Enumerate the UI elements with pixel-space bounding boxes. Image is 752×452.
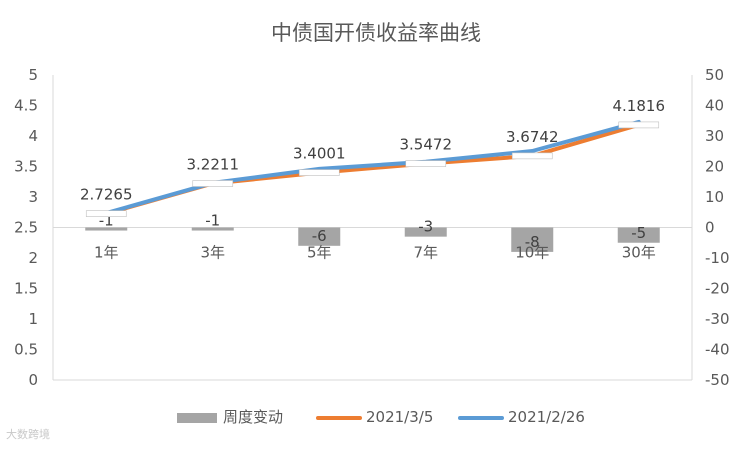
left-tick-label: 2 [28,249,38,267]
left-tick-label: 1 [28,310,38,328]
right-tick-label: -30 [705,310,730,328]
legend-label-2021-2-26: 2021/2/26 [508,408,585,426]
line-data-label: 2.7265 [80,186,133,204]
bar-weekly-change [404,227,447,237]
category-label: 3年 [200,244,225,262]
left-tick-label: 2.5 [14,219,38,237]
data-label-callout [192,180,234,187]
data-label-callout [511,152,553,160]
bar-data-label: -3 [418,218,433,236]
line-data-label: 3.2211 [187,156,240,174]
watermark: 大数跨境 [6,428,50,441]
right-tick-label: -10 [705,249,730,267]
right-tick-label: 30 [705,127,724,145]
line-data-label: 3.5472 [400,136,453,154]
left-tick-label: 0 [28,371,38,389]
right-tick-label: 40 [705,97,724,115]
left-tick-label: 5 [28,66,38,84]
right-tick-label: 50 [705,66,724,84]
bar-weekly-change [191,227,234,231]
category-label: 30年 [622,244,656,262]
bar-data-label: -5 [631,224,646,242]
legend-label-weekly-change: 周度变动 [223,408,283,426]
data-label-callout [298,169,340,176]
chart-title: 中债国开债收益率曲线 [271,21,481,45]
line-series-2021-2-26 [104,119,641,216]
bar-weekly-change [298,227,341,246]
bar-data-label: -1 [205,212,220,230]
left-tick-label: 3.5 [14,158,38,176]
legend-swatch-weekly-change [177,413,217,423]
category-label: 1年 [94,244,119,262]
line-data-label: 3.4001 [293,145,346,163]
bar-data-label: -6 [312,227,327,245]
category-label: 7年 [413,244,438,262]
line-data-label: 3.6742 [506,128,559,146]
left-tick-label: 3 [28,188,38,206]
data-label-callout [405,160,447,167]
left-tick-label: 4 [28,127,38,145]
category-label: 10年 [515,244,549,262]
left-tick-label: 4.5 [14,97,38,115]
right-tick-label: -20 [705,280,730,298]
bar-weekly-change [617,227,660,243]
bar-weekly-change [85,227,128,231]
data-label-callout [85,210,127,217]
right-tick-label: 20 [705,158,724,176]
bar-data-label: -8 [525,233,540,251]
left-tick-label: 0.5 [14,341,38,359]
left-tick-label: 1.5 [14,280,38,298]
data-label-callout [618,121,660,129]
right-tick-label: 0 [705,219,715,237]
legend-label-2021-3-5: 2021/3/5 [366,408,433,426]
bar-weekly-change [511,227,554,252]
category-label: 5年 [307,244,332,262]
right-tick-label: 10 [705,188,724,206]
line-data-label: 4.1816 [613,97,666,115]
right-tick-label: -50 [705,371,730,389]
right-tick-label: -40 [705,341,730,359]
